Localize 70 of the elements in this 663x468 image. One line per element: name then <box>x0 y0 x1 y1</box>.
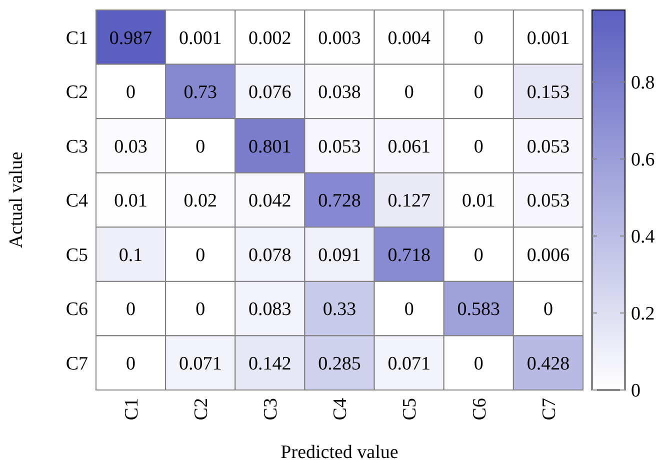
y-tick-label: C5 <box>66 244 88 266</box>
data-label: 0.73 <box>184 82 217 104</box>
data-label: 0 <box>126 82 136 104</box>
data-label: 0.053 <box>318 136 361 158</box>
data-label: 0 <box>474 28 484 49</box>
data-label: 0 <box>474 244 484 266</box>
color-bar-label: 0.2 <box>631 304 655 325</box>
x-tick-label: C7 <box>538 398 560 420</box>
data-label: 0.001 <box>526 28 570 49</box>
color-bar-label: 0.4 <box>631 226 656 248</box>
data-label: 0 <box>196 299 206 320</box>
x-tick-label: C6 <box>469 398 490 420</box>
data-label: 0.142 <box>248 354 292 375</box>
y-tick-label: C6 <box>66 299 88 320</box>
y-tick-label: C1 <box>66 28 88 49</box>
data-label: 0.583 <box>457 299 500 320</box>
data-label: 0.071 <box>388 354 430 375</box>
y-tick-label: C3 <box>66 136 88 158</box>
x-tick-label: C2 <box>191 398 212 420</box>
data-label: 0.428 <box>526 354 570 375</box>
data-label: 0 <box>404 299 414 320</box>
data-label: 0.1 <box>118 244 143 266</box>
x-tick-label: C4 <box>330 398 352 420</box>
data-label: 0.718 <box>388 244 430 266</box>
data-label: 0.002 <box>248 28 292 49</box>
data-label: 0 <box>543 299 553 320</box>
data-label: 0.006 <box>526 244 570 266</box>
data-label: 0.127 <box>388 190 430 212</box>
data-label: 0.061 <box>388 136 430 158</box>
data-label: 0.042 <box>248 190 292 212</box>
y-axis-title: Actual value <box>6 152 27 248</box>
data-label: 0 <box>196 136 206 158</box>
data-label: 0.801 <box>248 136 292 158</box>
data-label: 0.01 <box>114 190 148 212</box>
data-label: 0 <box>126 299 136 320</box>
data-label: 0.987 <box>109 28 152 49</box>
data-label: 0.33 <box>322 299 356 320</box>
x-tick-label: C1 <box>121 398 142 420</box>
data-label: 0 <box>474 82 484 104</box>
data-label: 0.01 <box>462 190 496 212</box>
data-label: 0.003 <box>318 28 361 49</box>
data-label: 0.03 <box>114 136 148 158</box>
color-bar-label: 0 <box>631 380 640 402</box>
data-label: 0 <box>474 136 484 158</box>
data-label: 0.02 <box>184 190 217 212</box>
data-label: 0.053 <box>526 136 570 158</box>
data-label: 0.083 <box>248 299 292 320</box>
data-label: 0.071 <box>178 354 222 375</box>
x-axis-title: Predicted value <box>280 442 398 463</box>
data-label: 0.076 <box>248 82 292 104</box>
data-label: 0 <box>196 244 206 266</box>
data-label: 0.091 <box>318 244 361 266</box>
data-label: 0.053 <box>526 190 570 212</box>
y-tick-label: C2 <box>66 82 88 104</box>
data-label: 0.728 <box>318 190 361 212</box>
data-label: 0 <box>404 82 414 104</box>
data-label: 0.004 <box>388 28 431 49</box>
y-tick-label: C4 <box>66 190 88 212</box>
data-label: 0.038 <box>318 82 361 104</box>
x-tick-label: C5 <box>400 398 421 420</box>
data-label: 0.001 <box>178 28 222 49</box>
color-bar-label: 0.6 <box>631 150 655 171</box>
data-label: 0.285 <box>318 354 361 375</box>
x-tick-label: C3 <box>260 398 282 420</box>
data-label: 0 <box>126 354 136 375</box>
data-label: 0.078 <box>248 244 292 266</box>
color-bar-label: 0.8 <box>631 72 655 94</box>
y-tick-label: C7 <box>66 354 88 375</box>
data-label: 0 <box>474 354 484 375</box>
data-label: 0.153 <box>526 82 570 104</box>
